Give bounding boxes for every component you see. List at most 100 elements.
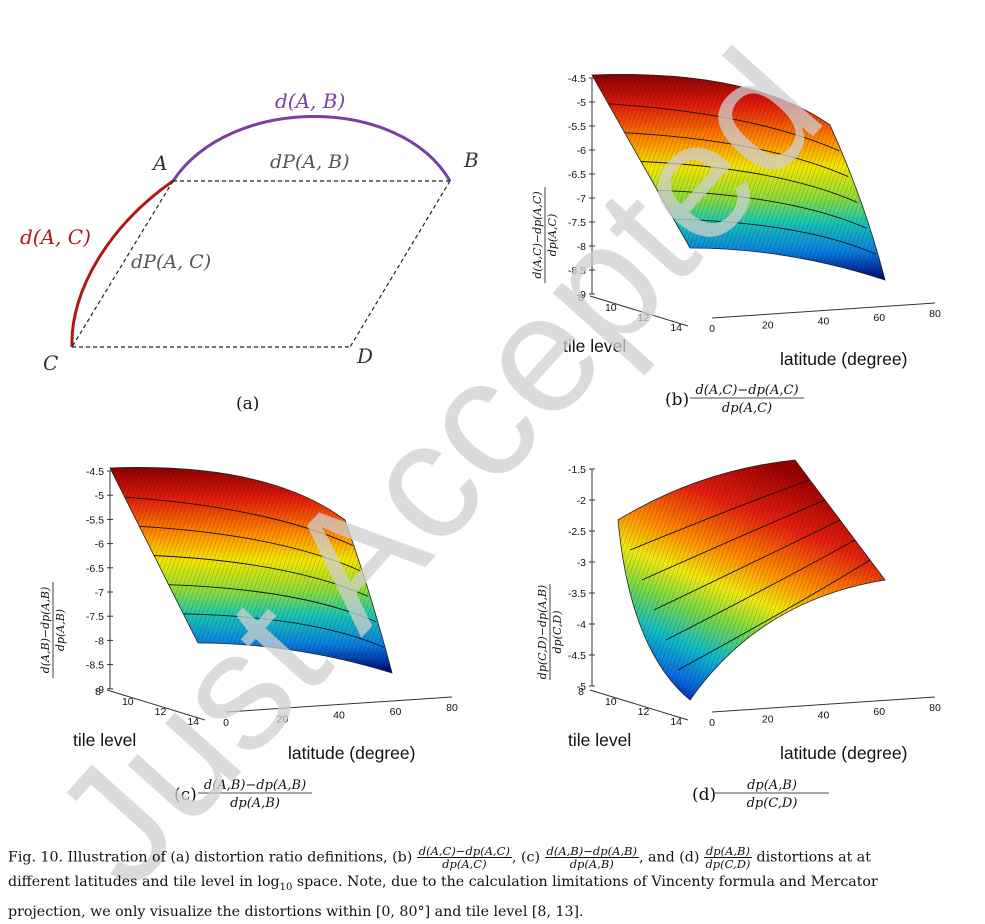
panel-label: (d)	[692, 785, 716, 805]
x-axis-label: latitude (degree)	[288, 743, 415, 763]
tile-tick-label: 8	[578, 292, 584, 304]
z-tick-label: -5.5	[86, 514, 104, 526]
z-tick-label: -1.5	[568, 464, 586, 476]
contour-line	[608, 103, 840, 152]
y-axis-label: tile level	[73, 730, 136, 750]
tile-tick-label: 12	[638, 312, 650, 324]
panel-label: (b)	[665, 390, 689, 410]
z-tick-label: -6.5	[568, 169, 586, 181]
diagram-a: d(A, B) dP(A, B) d(A, C) dP(A, C) A B C …	[20, 89, 479, 414]
caption-line2: different latitudes and tile level in lo…	[8, 874, 280, 890]
caption-line2-sub: 10	[279, 881, 293, 893]
lat-tick-label: 20	[762, 319, 774, 331]
panel-formula-denominator: dp(C,D)	[747, 796, 798, 811]
tile-tick-label: 12	[638, 706, 650, 718]
tile-tick-label: 14	[670, 716, 682, 728]
caption-frac-d-num: dp(A,B)	[703, 844, 752, 858]
lat-tick-label: 40	[818, 710, 830, 722]
caption-sep-d: , and (d)	[639, 849, 700, 866]
lat-tick-label: 80	[929, 702, 941, 714]
tile-tick-label: 10	[122, 696, 134, 708]
figure-caption: Fig. 10. Illustration of (a) distortion …	[8, 845, 978, 924]
z-tick-label: -3	[577, 557, 586, 569]
contour-line	[168, 584, 377, 623]
chord-ac	[71, 180, 174, 348]
caption-frac-b-num: d(A,C)−dp(A,C)	[416, 844, 512, 858]
chord-bd	[349, 180, 451, 348]
caption-frac-b-den: dp(A,C)	[442, 857, 487, 871]
caption-frac-d: dp(A,B) dp(C,D)	[703, 844, 752, 870]
surface-plot-c: -4.5 -5 -5.5 -6 -6.5 -7 -7.5 -8 -8.5 -9 0 20 40 60 80 8…	[39, 466, 458, 811]
lat-axis-line	[225, 696, 453, 713]
contour-line	[640, 161, 858, 203]
point-c: C	[43, 351, 58, 375]
z-tick-label: -2.5	[568, 526, 586, 538]
y-axis-label: tile level	[563, 336, 626, 356]
caption-frac-c: d(A,B)−dp(A,B) dp(A,B)	[544, 845, 639, 871]
contour-line	[641, 499, 826, 581]
surface-mesh	[592, 74, 885, 280]
panel-label: (c)	[174, 785, 197, 805]
z-label-numerator: d(A,C)−dp(A,C)	[531, 191, 544, 278]
contour-line	[139, 525, 361, 572]
point-a: A	[151, 151, 167, 175]
caption-part1: Fig. 10. Illustration of (a) distortion …	[8, 849, 413, 866]
tile-tick-label: 12	[155, 706, 167, 718]
contour-line	[653, 519, 841, 611]
z-tick-label: -3.5	[568, 588, 586, 600]
lat-tick-label: 40	[333, 710, 345, 722]
tile-tick-label: 14	[670, 322, 682, 334]
z-label-numerator: d(A,B)−dp(A,B)	[39, 587, 52, 674]
z-tick-label: -8.5	[568, 265, 586, 277]
z-tick-label: -7	[95, 587, 104, 599]
contour-line	[673, 218, 877, 255]
y-axis-label: tile level	[568, 730, 631, 750]
z-label-denominator: dp(C,D)	[551, 610, 564, 653]
z-tick-label: -7	[577, 193, 586, 205]
lat-tick-label: 80	[929, 308, 941, 320]
label-d-ab: d(A, B)	[275, 89, 345, 113]
z-tick-label: -2	[577, 495, 586, 507]
label-d-ac: d(A, C)	[20, 225, 91, 249]
contour-line	[624, 132, 849, 178]
lat-tick-label: 20	[762, 713, 774, 725]
z-tick-label: -4.5	[568, 73, 586, 85]
z-label-denominator: dp(A,C)	[546, 214, 559, 257]
caption-part2: distortions at at	[751, 849, 871, 866]
contour-line	[124, 496, 354, 546]
z-tick-label: -5	[95, 490, 104, 502]
panel-formula: d(A,B)−dp(A,B) dp(A,B)	[198, 778, 312, 811]
caption-frac-c-den: dp(A,B)	[569, 857, 614, 871]
z-axis-label: d(A,C)−dp(A,C) dp(A,C)	[531, 187, 559, 283]
panel-formula-denominator: dp(A,C)	[722, 401, 772, 416]
point-b: B	[463, 148, 479, 172]
surface-mesh	[110, 467, 392, 673]
x-axis-label: latitude (degree)	[780, 349, 907, 369]
z-tick-label: -8	[577, 241, 586, 253]
tile-axis-line	[589, 689, 689, 721]
contour-line	[153, 555, 369, 597]
lat-tick-label: 60	[390, 706, 402, 718]
lat-tick-label: 40	[818, 316, 830, 328]
surface-plot-d: -1.5 -2 -2.5 -3 -3.5 -4 -4.5 -5 0 20 40 60 80 8 10 12 14…	[536, 459, 941, 811]
contour-line	[665, 539, 856, 641]
z-tick-label: -5	[577, 97, 586, 109]
panel-formula-numerator: dp(A,B)	[747, 778, 797, 793]
z-axis-label: d(A,B)−dp(A,B) dp(A,B)	[39, 582, 67, 678]
z-tick-label: -6.5	[86, 563, 104, 575]
arc-ac	[70, 179, 174, 348]
lat-tick-label: 60	[873, 706, 885, 718]
z-tick-label: -8.5	[86, 660, 104, 672]
panel-formula: dp(A,B) dp(C,D)	[715, 778, 829, 811]
tile-tick-label: 10	[605, 696, 617, 708]
z-tick-label: -7.5	[86, 611, 104, 623]
tile-tick-label: 14	[187, 716, 199, 728]
lat-tick-label: 0	[709, 717, 715, 729]
z-tick-label: -9	[95, 684, 104, 696]
z-label-numerator: dp(C,D)−dp(A,B)	[536, 585, 549, 679]
panel-formula-numerator: d(A,C)−dp(A,C)	[695, 383, 798, 398]
tile-axis-line	[106, 689, 206, 721]
lat-axis-line	[711, 302, 936, 319]
panel-formula-denominator: dp(A,B)	[230, 796, 280, 811]
